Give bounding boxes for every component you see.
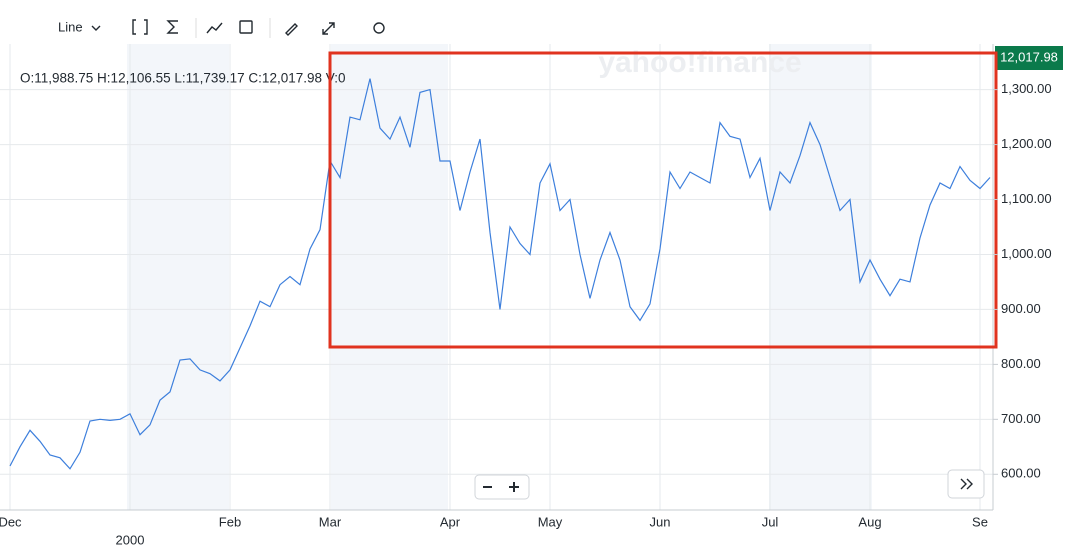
events-icon[interactable] (239, 20, 253, 34)
x-tick-label: Se (972, 514, 988, 529)
y-tick-label: 900.00 (1001, 301, 1041, 316)
y-tick-label: 1,000.00 (1001, 246, 1052, 261)
x-tick-label: Aug (858, 514, 881, 529)
settings-icon[interactable] (373, 22, 385, 34)
x-tick-label: Mar (319, 514, 342, 529)
y-tick-label: 700.00 (1001, 411, 1041, 426)
y-tick-label: 1,200.00 (1001, 136, 1052, 151)
watermark: yahoo!finance (598, 46, 801, 79)
month-band (127, 44, 229, 510)
draw-tools-icon[interactable] (206, 22, 223, 34)
x-year-label: 2000 (116, 532, 145, 547)
y-tick-label: 600.00 (1001, 466, 1041, 481)
x-tick-label: Apr (440, 514, 461, 529)
month-band (769, 44, 872, 510)
toolbar: Line (58, 18, 385, 38)
x-tick-label: Jun (650, 514, 671, 529)
x-tick-label: Dec (0, 514, 22, 529)
y-tick-label: 1,300.00 (1001, 81, 1052, 96)
x-tick-label: May (538, 514, 563, 529)
expand-icon[interactable] (322, 22, 335, 35)
chart-style-button[interactable]: Line (58, 19, 83, 34)
price-tag (995, 46, 1063, 70)
ohlc-readout: O:11,988.75 H:12,106.55 L:11,739.17 C:12… (20, 71, 346, 86)
scroll-right-icon (960, 478, 973, 490)
month-shading (127, 44, 872, 510)
pencil-icon[interactable] (285, 23, 298, 36)
month-band (331, 44, 448, 510)
x-tick-label: Feb (219, 514, 241, 529)
y-tick-label: 800.00 (1001, 356, 1041, 371)
price-line (9, 78, 991, 470)
zoom-control (474, 474, 530, 500)
y-tick-label: 1,100.00 (1001, 191, 1052, 206)
dropdown-icon (91, 25, 101, 31)
x-tick-label: Jul (762, 514, 779, 529)
price-tag-label: 12,017.98 (1000, 49, 1058, 64)
zoom-in-button[interactable] (509, 482, 519, 492)
indicators-icon[interactable] (166, 20, 178, 34)
compare-icon[interactable] (132, 19, 148, 35)
